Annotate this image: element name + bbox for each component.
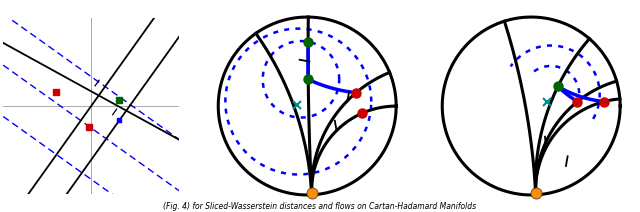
Text: (Fig. 4) for Sliced-Wasserstein distances and flows on Cartan-Hadamard Manifolds: (Fig. 4) for Sliced-Wasserstein distance…	[163, 202, 477, 211]
